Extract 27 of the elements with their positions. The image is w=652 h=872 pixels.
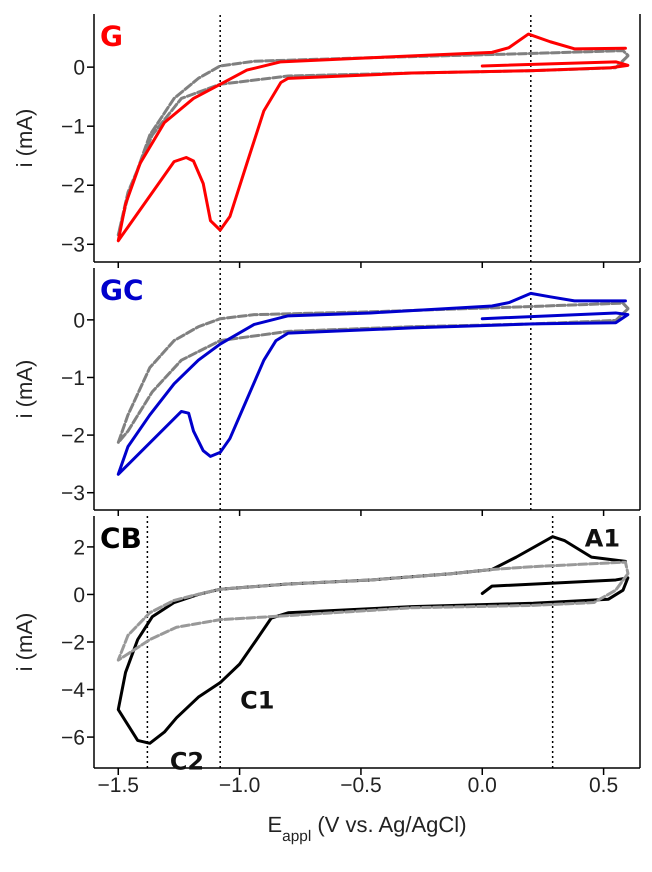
x-tick-label: −1.0 — [218, 774, 260, 797]
x-tick-label: −0.5 — [340, 774, 382, 797]
y-tick-label: −6 — [61, 726, 85, 750]
y-tick-label: −3 — [61, 234, 85, 257]
y-tick-label: 2 — [73, 536, 85, 560]
y-tick-label: −4 — [61, 679, 86, 702]
y-tick-label: −1 — [61, 116, 85, 139]
x-tick-label: 0.0 — [468, 774, 497, 797]
y-tick-label: 0 — [73, 309, 85, 332]
y-tick-label: −1 — [61, 366, 85, 390]
x-axis-title: E$_{appl}$ (V vs. Ag/AgCl) — [267, 812, 467, 844]
annotation: GC — [100, 274, 144, 307]
annotation: C1 — [240, 686, 274, 715]
x-tick-label: 0.5 — [589, 774, 618, 797]
y-tick-label: −2 — [61, 174, 85, 198]
y-axis-title: i (mA) — [12, 612, 37, 672]
annotation: A1 — [584, 524, 620, 553]
y-tick-label: 0 — [73, 56, 85, 80]
y-tick-label: −2 — [61, 631, 85, 654]
y-tick-label: −3 — [61, 482, 85, 506]
y-axis-title: i (mA) — [12, 360, 37, 418]
y-axis-title: i (mA) — [12, 108, 37, 168]
x-tick-label: −1.5 — [98, 774, 139, 797]
annotation: G — [100, 20, 123, 53]
y-tick-label: −2 — [61, 424, 85, 448]
annotation: CB — [100, 522, 142, 555]
y-tick-label: 0 — [73, 584, 85, 607]
